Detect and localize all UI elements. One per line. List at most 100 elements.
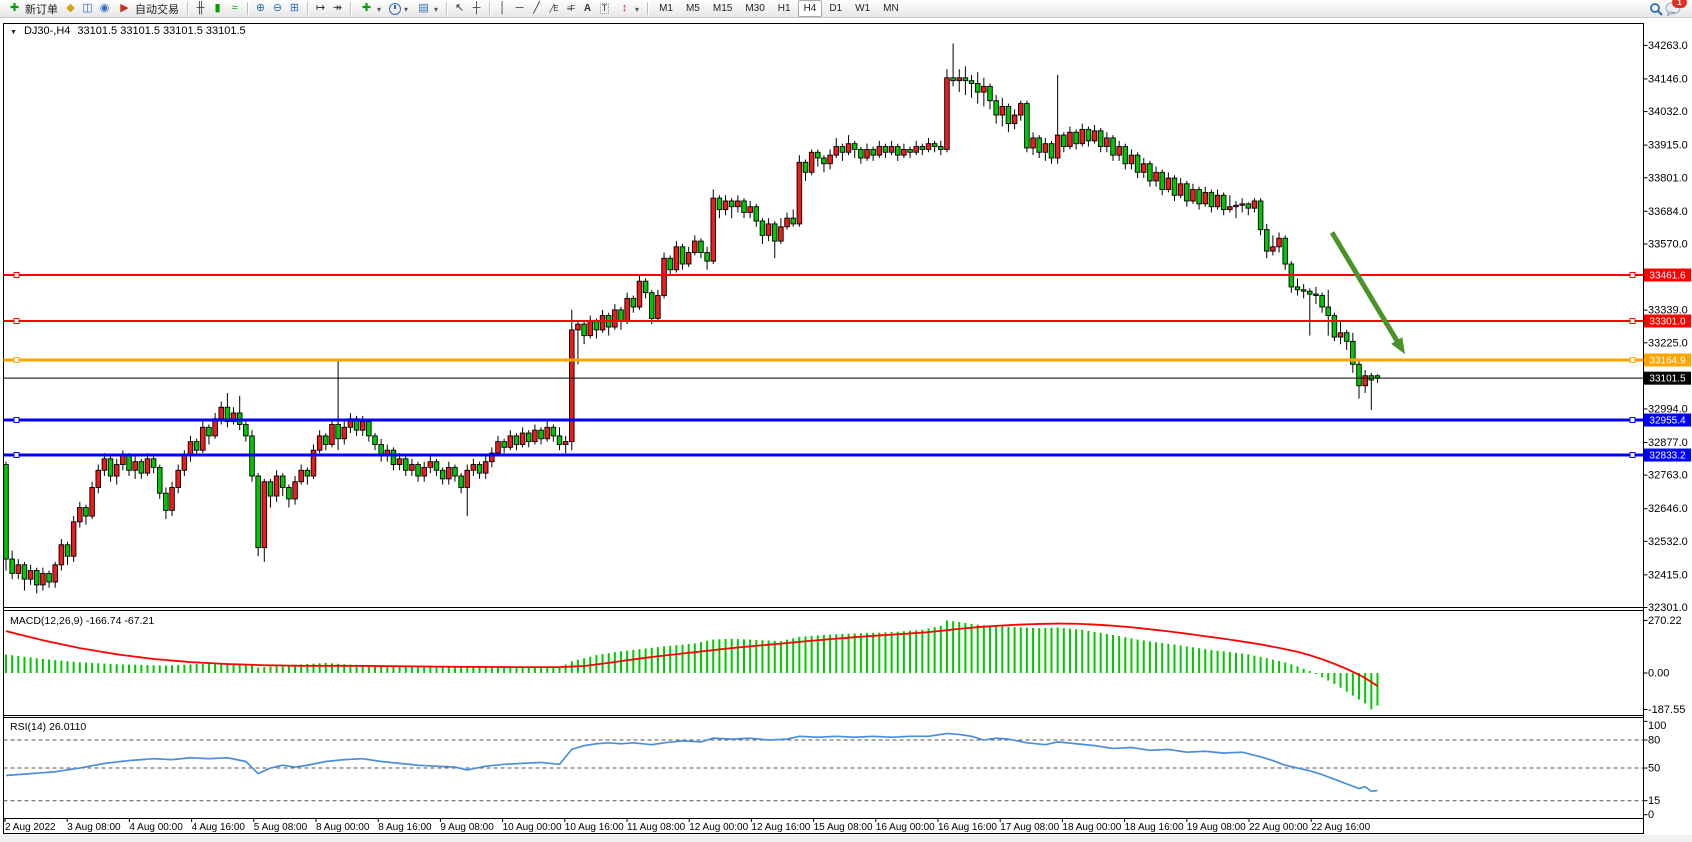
notifications-button[interactable]: 1 [1665,0,1687,16]
trend-arrow-annotation[interactable] [1329,231,1405,355]
candle-body [1110,137,1116,156]
templates-button[interactable] [413,1,441,17]
candle-body [1177,183,1184,196]
price-tick-label: 33225.0 [1648,337,1688,349]
timeframe-M15[interactable]: M15 [712,3,733,14]
candle-body [790,217,796,225]
line-handle [13,318,20,325]
periods-button[interactable] [386,1,411,17]
candle-body [698,240,704,253]
candle-body [1153,171,1159,182]
arrow-shaft [1329,231,1403,347]
candle-body [366,421,372,437]
candle-body [673,246,680,271]
candle-body [175,469,181,488]
candle-body [815,151,821,159]
timeframe-H4[interactable]: H4 [797,0,823,17]
candle-body [1067,131,1073,147]
price-axis[interactable]: 34263.0 34146.0 34032.0 33915.0 33801.0 33684… [1643,40,1688,614]
chart-canvas[interactable]: 34263.0 34146.0 34032.0 33915.0 33801.0 33684… [0,18,1692,842]
tile-windows-icon[interactable] [287,1,302,16]
candle-body [446,466,452,480]
new-order-button[interactable]: 新订单 [4,1,61,17]
candle-body [1307,290,1313,295]
price-level-badge-label: 33101.5 [1649,374,1686,385]
auto-scroll-icon[interactable] [313,1,328,16]
text-label-tool-icon[interactable] [597,1,612,16]
timeframe-M5[interactable]: M5 [685,3,700,14]
market-watch-icon[interactable] [80,1,95,16]
time-axis-label: 18 Aug 16:00 [1125,822,1184,833]
line-handle [1629,417,1636,424]
vertical-line-tool-icon[interactable] [495,1,510,16]
price-levels[interactable]: 33461.6 33301.0 33164.9 33101.5 32955.4 32833… [3,268,1692,462]
price-tick-label: 32415.0 [1648,569,1688,581]
fibonacci-tool-icon[interactable] [563,1,578,16]
candle-body [544,426,550,440]
chart-shift-icon[interactable] [330,1,345,16]
candle-body [556,435,563,445]
trendline-tool-icon[interactable] [529,1,544,16]
candle-body [280,475,286,488]
candle-body [1165,177,1172,190]
zoom-out-icon[interactable] [270,1,285,16]
candle-body [612,309,618,328]
arrows-tool-button[interactable] [614,1,642,17]
rsi-panel[interactable]: 100 80 50 15 0 [3,720,1667,821]
text-tool-icon[interactable] [580,1,595,16]
crosshair-icon[interactable] [469,1,484,16]
zoom-in-icon[interactable] [253,1,268,16]
price-level-badge-label: 33301.0 [1649,317,1686,328]
line-chart-icon[interactable] [227,1,242,16]
timeframe-H1[interactable]: H1 [777,3,791,14]
timeframe-M30[interactable]: M30 [745,3,765,14]
cursor-icon[interactable] [452,1,467,16]
line-handle [1629,357,1636,364]
timeframe-W1[interactable]: W1 [855,3,871,14]
timeframe-D1[interactable]: D1 [829,3,843,14]
toolbar-separator [307,2,308,15]
timeframe-M1[interactable]: M1 [659,3,673,14]
indicators-icon [359,1,374,16]
chart-title: DJ30-,H4 33101.5 33101.5 33101.5 33101.5 [10,25,246,37]
collapse-icon[interactable] [10,25,17,37]
candle-body [1134,154,1141,173]
candle-body [1140,163,1147,173]
time-axis-label: 18 Aug 00:00 [1062,822,1121,833]
auto-trading-button[interactable]: 自动交易 [114,1,182,17]
search-icon[interactable] [1648,1,1663,16]
candle-body [575,323,581,331]
time-axis-label: 12 Aug 16:00 [751,822,810,833]
horizontal-line-tool-icon[interactable] [512,1,527,16]
candle-body [919,146,926,150]
signals-icon[interactable] [97,1,112,16]
candle-body [821,157,827,165]
styles-icon[interactable] [63,1,78,16]
candle-body [845,143,852,153]
candle-body [728,200,735,208]
price-tick-label: 33339.0 [1648,305,1688,317]
price-tick-label: 32301.0 [1648,602,1688,614]
candle-body [851,143,858,150]
indicators-button[interactable] [356,1,384,17]
bar-chart-icon[interactable] [193,1,208,16]
chart-background [0,18,1692,842]
candle-body [968,80,975,84]
time-axis-label: 16 Aug 00:00 [876,822,935,833]
candle-body [470,464,477,471]
chevron-down-icon [434,3,438,15]
candle-body [753,206,760,222]
time-axis-label: 8 Aug 16:00 [378,822,432,833]
macd-panel[interactable]: 270.22 0.00 -187.55 [5,615,1685,716]
candle-body [901,148,907,156]
macd-indicator-label: MACD(12,26,9) -166.74 -67.21 [10,615,155,627]
candle-body [267,481,274,497]
candle-body [1233,204,1239,208]
candle-body [550,426,557,437]
time-axis[interactable]: 2 Aug 2022 3 Aug 08:00 4 Aug 00:00 4 Aug 16… [4,818,1371,834]
timeframe-MN[interactable]: MN [883,3,899,14]
chart-symbol-period: DJ30-,H4 [23,25,71,37]
candlestick-chart-icon[interactable] [210,1,225,16]
time-axis-label: 17 Aug 08:00 [1000,822,1059,833]
equidistant-channel-tool-icon[interactable] [546,1,561,16]
